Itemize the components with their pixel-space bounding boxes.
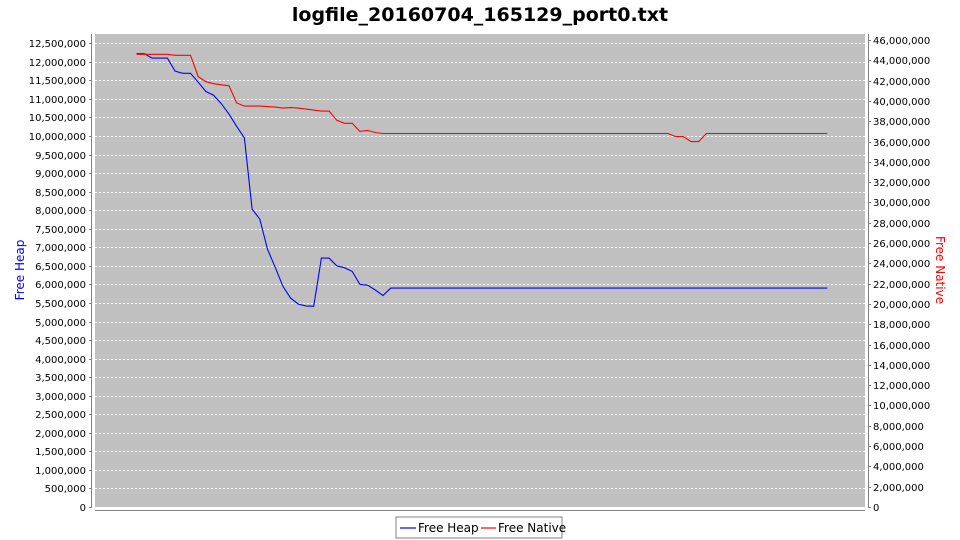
left-tick-label: 11,000,000 bbox=[29, 95, 86, 106]
right-tick-label: 34,000,000 bbox=[873, 158, 930, 169]
right-tick-label: 18,000,000 bbox=[873, 320, 930, 331]
right-tick-label: 10,000,000 bbox=[873, 401, 930, 412]
left-tick-label: 12,500,000 bbox=[29, 39, 86, 50]
right-tick-label: 14,000,000 bbox=[873, 361, 930, 372]
left-tick-label: 9,000,000 bbox=[35, 169, 86, 180]
left-tick-label: 4,500,000 bbox=[35, 336, 86, 347]
right-axis-title: Free Native bbox=[933, 236, 947, 304]
left-tick-label: 5,500,000 bbox=[35, 299, 86, 310]
series-lines bbox=[136, 53, 828, 307]
left-tick-label: 8,000,000 bbox=[35, 206, 86, 217]
right-tick-label: 24,000,000 bbox=[873, 259, 930, 270]
right-tick-label: 36,000,000 bbox=[873, 138, 930, 149]
left-tick-label: 1,500,000 bbox=[35, 447, 86, 458]
right-tick-label: 0 bbox=[873, 503, 879, 514]
plot-area bbox=[95, 34, 865, 507]
left-tick-label: 3,500,000 bbox=[35, 373, 86, 384]
right-tick-label: 30,000,000 bbox=[873, 198, 930, 209]
left-tick-label: 10,000,000 bbox=[29, 132, 86, 143]
axes bbox=[91, 34, 869, 511]
left-tick-label: 9,500,000 bbox=[35, 151, 86, 162]
right-tick-label: 12,000,000 bbox=[873, 381, 930, 392]
right-tick-label: 44,000,000 bbox=[873, 56, 930, 67]
right-tick-label: 16,000,000 bbox=[873, 341, 930, 352]
left-tick-label: 12,000,000 bbox=[29, 58, 86, 69]
legend-label-free-native: Free Native bbox=[498, 521, 566, 535]
left-tick-label: 7,500,000 bbox=[35, 225, 86, 236]
right-tick-label: 2,000,000 bbox=[873, 483, 924, 494]
right-tick-label: 32,000,000 bbox=[873, 178, 930, 189]
right-tick-label: 28,000,000 bbox=[873, 219, 930, 230]
left-tick-label: 2,000,000 bbox=[35, 429, 86, 440]
legend: Free Heap Free Native bbox=[395, 516, 566, 539]
right-tick-label: 20,000,000 bbox=[873, 300, 930, 311]
left-tick-label: 500,000 bbox=[45, 484, 86, 495]
right-tick-label: 38,000,000 bbox=[873, 117, 930, 128]
right-tick-label: 4,000,000 bbox=[873, 462, 924, 473]
right-tick-label: 40,000,000 bbox=[873, 97, 930, 108]
left-tick-label: 7,000,000 bbox=[35, 243, 86, 254]
legend-box bbox=[395, 516, 563, 539]
left-tick-label: 6,000,000 bbox=[35, 280, 86, 291]
left-tick-label: 0 bbox=[80, 503, 86, 514]
chart-title: logfile_20160704_165129_port0.txt bbox=[292, 4, 668, 26]
left-axis-ticks: 0 500,000 1,000,000 1,500,000 2,000,000 2,500… bbox=[29, 39, 92, 514]
right-tick-label: 42,000,000 bbox=[873, 77, 930, 88]
left-tick-label: 11,500,000 bbox=[29, 76, 86, 87]
right-tick-label: 6,000,000 bbox=[873, 442, 924, 453]
left-tick-label: 3,000,000 bbox=[35, 392, 86, 403]
right-tick-label: 26,000,000 bbox=[873, 239, 930, 250]
left-tick-label: 8,500,000 bbox=[35, 188, 86, 199]
series-line-free-native bbox=[136, 53, 828, 143]
series-line-free-heap bbox=[136, 53, 828, 307]
left-tick-label: 2,500,000 bbox=[35, 410, 86, 421]
left-tick-label: 10,500,000 bbox=[29, 113, 86, 124]
left-tick-label: 6,500,000 bbox=[35, 262, 86, 273]
left-tick-label: 1,000,000 bbox=[35, 466, 86, 477]
right-tick-label: 8,000,000 bbox=[873, 422, 924, 433]
left-axis-title: Free Heap bbox=[13, 240, 27, 301]
grid-lines bbox=[95, 43, 865, 489]
right-tick-label: 22,000,000 bbox=[873, 280, 930, 291]
right-axis-ticks: 0 2,000,000 4,000,000 6,000,000 8,000,000 10,… bbox=[868, 36, 930, 514]
left-tick-label: 5,000,000 bbox=[35, 318, 86, 329]
left-tick-label: 4,000,000 bbox=[35, 355, 86, 366]
right-tick-label: 46,000,000 bbox=[873, 36, 930, 47]
legend-label-free-heap: Free Heap bbox=[418, 521, 479, 535]
